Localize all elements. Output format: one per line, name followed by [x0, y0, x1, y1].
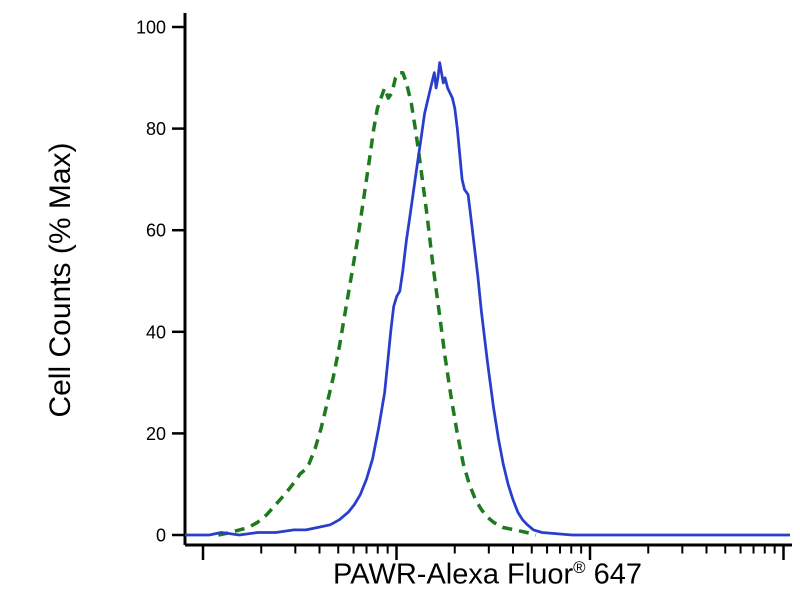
registered-trademark-symbol: ®: [573, 558, 586, 577]
x-axis-label-main: PAWR-Alexa Fluor: [333, 558, 574, 591]
y-tick-label: 0: [156, 526, 166, 546]
y-tick-label: 80: [146, 119, 166, 139]
y-axis-label: Cell Counts (% Max): [44, 142, 77, 418]
y-tick-label: 100: [136, 18, 166, 38]
x-axis-label: PAWR-Alexa Fluor® 647: [185, 558, 790, 592]
y-tick-label: 60: [146, 221, 166, 241]
series-curve-control-dashed: [217, 70, 537, 537]
y-tick-label: 20: [146, 424, 166, 444]
y-tick-label: 40: [146, 322, 166, 342]
x-axis-label-suffix: 647: [585, 558, 642, 591]
series-curve-pawr-stained-solid: [185, 61, 790, 537]
